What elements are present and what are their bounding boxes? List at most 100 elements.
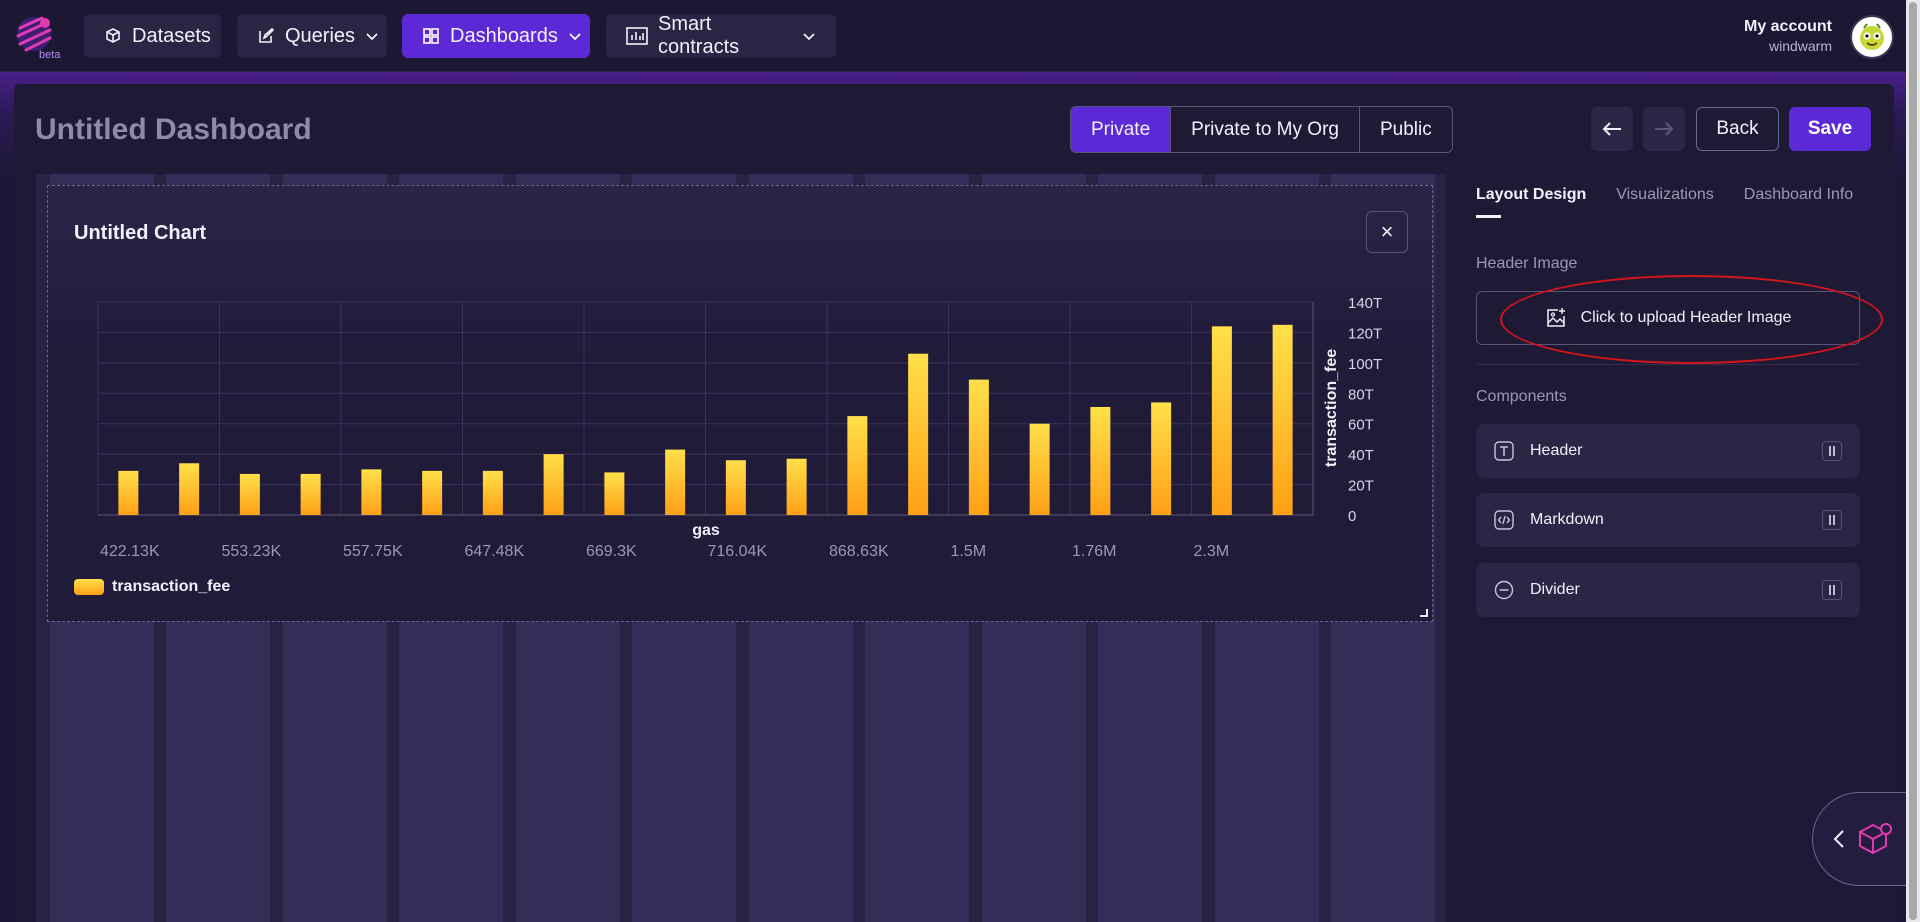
nav-smart-contracts-button[interactable]: Smart contracts (606, 13, 836, 58)
account-menu[interactable]: My account windwarm (1744, 18, 1832, 54)
nav-dashboards-label: Dashboards (450, 24, 558, 47)
bar-chart: 0 20T 40T 60T 80T 100T 120T 140T 422.13K 553.23K 5… (97, 295, 1382, 560)
x-tick-label: 647.48K (465, 543, 525, 560)
visibility-toggle-group: Private Private to My Org Public (1070, 106, 1453, 153)
y-tick-label: 20T (1348, 478, 1374, 495)
arrow-right-icon (1655, 122, 1674, 136)
redo-button[interactable] (1643, 107, 1685, 151)
x-tick-label: 716.04K (708, 543, 768, 560)
chart-title: Untitled Chart (74, 222, 207, 244)
bar (1272, 324, 1293, 515)
annotation-ellipse (1500, 275, 1883, 364)
code-icon (1494, 510, 1514, 530)
nav-queries-button[interactable]: Queries (237, 14, 387, 58)
bar (239, 473, 260, 515)
account-label: My account (1743, 18, 1832, 35)
bar (1090, 406, 1111, 515)
legend-swatch (74, 579, 104, 595)
bar (665, 449, 686, 515)
x-tick-label: 1.5M (951, 543, 987, 560)
component-divider-label: Divider (1530, 581, 1580, 598)
component-markdown-label: Markdown (1530, 511, 1604, 528)
x-tick-label: 2.3M (1194, 543, 1230, 560)
component-header-label: Header (1530, 442, 1583, 459)
component-markdown[interactable]: Markdown (1476, 493, 1860, 547)
y-tick-label: 40T (1348, 447, 1374, 464)
x-tick-label: 553.23K (222, 543, 282, 560)
arrow-left-icon (1602, 122, 1621, 136)
bar (604, 472, 625, 515)
nav-dashboards-button[interactable]: Dashboards (402, 14, 590, 58)
chart-legend[interactable]: transaction_fee (74, 578, 230, 596)
drag-handle-icon[interactable] (1822, 510, 1842, 530)
grid-icon (423, 28, 439, 44)
cube-icon (106, 28, 120, 43)
x-axis-label: gas (692, 522, 720, 539)
bar (482, 470, 503, 515)
y-tick-label: 60T (1348, 417, 1374, 434)
x-tick-label: 868.63K (829, 543, 889, 560)
bar (543, 454, 564, 515)
x-tick-label: 669.3K (586, 543, 637, 560)
chevron-down-icon (366, 33, 378, 41)
nav-queries-label: Queries (285, 24, 356, 47)
bar-chart-icon (626, 27, 648, 45)
app-logo[interactable]: beta (12, 14, 64, 61)
bar (361, 469, 382, 515)
bar (908, 353, 929, 515)
component-divider[interactable]: Divider (1476, 563, 1860, 617)
component-header[interactable]: Header (1476, 424, 1860, 478)
dashboard-title[interactable]: Untitled Dashboard (35, 113, 312, 146)
bar (118, 470, 139, 515)
account-username: windwarm (1768, 38, 1832, 54)
nav-datasets-button[interactable]: Datasets (84, 14, 221, 58)
chart-widget[interactable]: Untitled Chart × 0 20T 40T 60T 80T 100T 120T 14… (47, 185, 1433, 622)
save-button[interactable]: Save (1789, 107, 1871, 151)
bar (1029, 423, 1050, 515)
bar (786, 458, 807, 515)
logo-beta-badge: beta (39, 49, 61, 60)
x-tick-label: 557.75K (343, 543, 403, 560)
tab-visualizations[interactable]: Visualizations (1616, 186, 1714, 203)
close-icon: × (1380, 219, 1394, 244)
text-icon (1494, 441, 1514, 461)
bar (422, 470, 443, 515)
cube-icon (1859, 823, 1892, 855)
tab-layout-design[interactable]: Layout Design (1476, 186, 1586, 218)
y-tick-label: 140T (1348, 295, 1382, 312)
y-tick-label: 0 (1348, 508, 1356, 525)
resize-handle[interactable] (1420, 609, 1428, 617)
nav-smart-contracts-label: Smart contracts (658, 13, 740, 58)
bar (725, 460, 746, 515)
legend-label: transaction_fee (112, 578, 231, 595)
y-axis-label: transaction_fee (1323, 349, 1340, 467)
visibility-private-option[interactable]: Private (1071, 107, 1172, 152)
bar (1151, 402, 1172, 515)
avatar[interactable] (1850, 15, 1894, 59)
chevron-left-icon (1833, 830, 1844, 848)
bar (847, 416, 868, 515)
top-navigation: beta Datasets Queries Dashboards Smart c… (0, 0, 1920, 72)
drag-handle-icon[interactable] (1822, 441, 1842, 461)
visibility-public-option[interactable]: Public (1379, 118, 1432, 140)
scrollbar-thumb[interactable] (1909, 2, 1917, 920)
y-tick-label: 100T (1348, 356, 1382, 373)
drag-handle-icon[interactable] (1822, 580, 1842, 600)
x-tick-label: 1.76M (1072, 543, 1116, 560)
back-button[interactable]: Back (1696, 107, 1779, 151)
undo-button[interactable] (1591, 107, 1633, 151)
nav-datasets-label: Datasets (132, 24, 211, 47)
chevron-down-icon (569, 33, 581, 41)
header-image-label: Header Image (1476, 255, 1578, 272)
bar (179, 463, 200, 515)
tab-dashboard-info[interactable]: Dashboard Info (1743, 186, 1854, 203)
sidebar-tabs: Layout Design Visualizations Dashboard I… (1476, 186, 1853, 218)
chevron-down-icon (803, 33, 815, 41)
visibility-org-option[interactable]: Private to My Org (1171, 107, 1360, 152)
assistant-fab[interactable] (1812, 792, 1920, 886)
components-label: Components (1476, 388, 1567, 405)
close-chart-button[interactable]: × (1366, 211, 1408, 253)
y-tick-label: 80T (1348, 386, 1374, 403)
page-scrollbar[interactable] (1906, 0, 1920, 922)
y-tick-label: 120T (1348, 325, 1382, 342)
